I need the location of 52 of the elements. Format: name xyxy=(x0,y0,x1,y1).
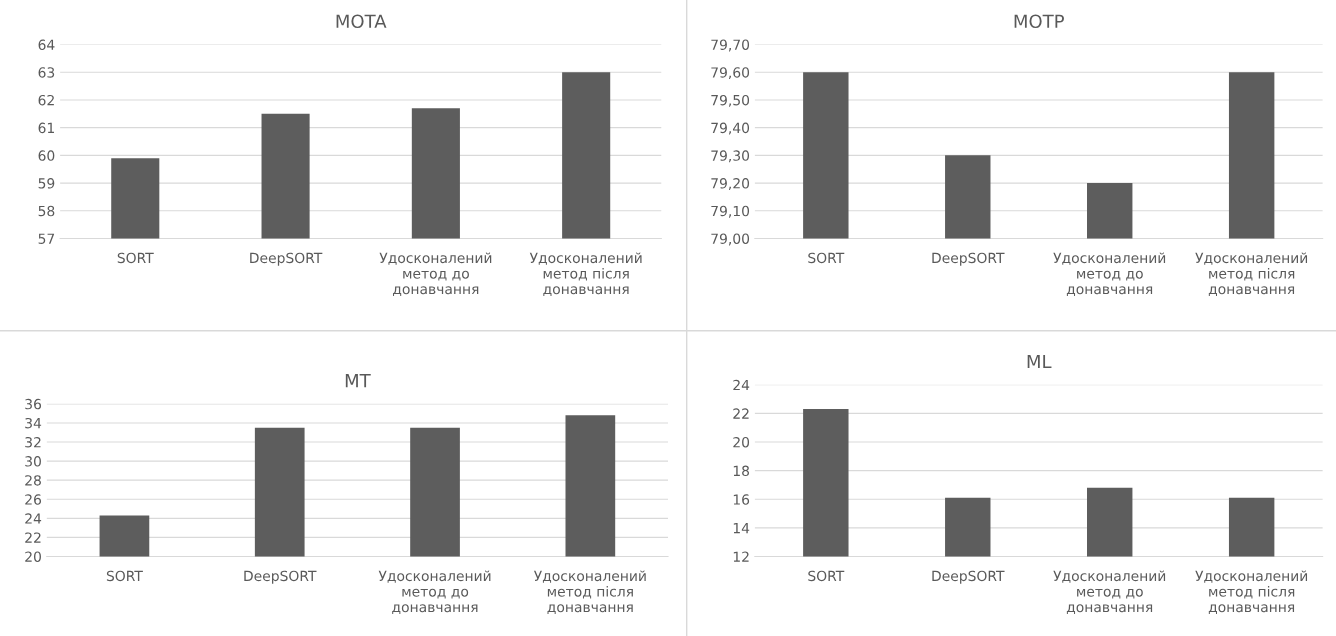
x-tick-label: Удосконалений метод після донавчання xyxy=(533,570,646,614)
y-tick-label: 18 xyxy=(733,465,750,477)
y-tick-label: 26 xyxy=(25,494,42,505)
y-tick-label: 79,70 xyxy=(711,39,750,52)
x-tick-label: Удосконалений метод до донавчання xyxy=(379,252,492,296)
x-tick-label: DeepSORT xyxy=(244,570,317,584)
x-tick-label: SORT xyxy=(808,252,845,264)
y-tick-label: 16 xyxy=(733,494,750,505)
chart-title: MOTP xyxy=(1014,14,1064,29)
y-tick-label: 79,30 xyxy=(711,150,750,163)
y-tick-label: 30 xyxy=(25,456,41,467)
y-tick-label: 57 xyxy=(38,233,55,244)
y-tick-label: 20 xyxy=(25,551,41,562)
x-tick-label: Удосконалений метод до донавчання xyxy=(1053,252,1166,296)
y-tick-label: 79,60 xyxy=(711,67,750,80)
y-tick-label: 61 xyxy=(38,122,54,134)
x-tick-label: DeepSORT xyxy=(932,252,1005,266)
y-tick-label: 32 xyxy=(25,436,41,448)
y-tick-label: 79,00 xyxy=(711,233,750,246)
x-tick-label: Удосконалений метод до донавчання xyxy=(378,570,491,614)
x-tick-label: Удосконалений метод після донавчання xyxy=(529,252,642,296)
y-tick-label: 36 xyxy=(25,398,42,410)
y-tick-label: 22 xyxy=(25,532,41,543)
y-tick-label: 62 xyxy=(38,94,54,106)
x-tick-label: SORT xyxy=(106,570,143,582)
y-tick-label: 20 xyxy=(733,436,750,448)
y-tick-label: 34 xyxy=(25,417,42,429)
y-tick-label: 24 xyxy=(25,513,42,524)
y-tick-label: 79,10 xyxy=(711,205,750,218)
x-tick-label: SORT xyxy=(808,570,845,582)
y-tick-label: 63 xyxy=(38,67,55,78)
y-tick-label: 79,50 xyxy=(711,94,750,107)
x-tick-label: Удосконалений метод після донавчання xyxy=(1195,570,1308,614)
x-tick-label: Удосконалений метод до донавчання xyxy=(1053,570,1166,614)
y-tick-label: 79,20 xyxy=(711,178,750,190)
x-tick-label: DeepSORT xyxy=(250,252,323,266)
x-tick-label: Удосконалений метод після донавчання xyxy=(1195,252,1308,296)
chart-title: MT xyxy=(345,374,371,388)
y-tick-label: 14 xyxy=(733,523,750,534)
y-tick-label: 28 xyxy=(25,475,41,486)
chart-title: ML xyxy=(1027,354,1052,369)
chart-title: MOTA xyxy=(336,14,387,29)
y-tick-label: 60 xyxy=(38,150,55,161)
y-tick-label: 58 xyxy=(38,205,55,217)
y-tick-label: 59 xyxy=(38,178,55,189)
y-tick-label: 12 xyxy=(733,551,749,562)
y-tick-label: 24 xyxy=(733,379,750,391)
y-tick-label: 22 xyxy=(733,408,749,419)
y-tick-label: 79,40 xyxy=(711,122,750,135)
y-tick-label: 64 xyxy=(38,39,55,50)
x-tick-label: SORT xyxy=(117,252,154,264)
x-tick-label: DeepSORT xyxy=(932,570,1005,584)
